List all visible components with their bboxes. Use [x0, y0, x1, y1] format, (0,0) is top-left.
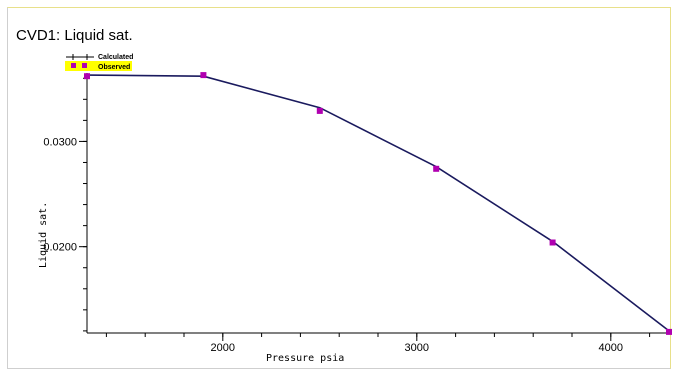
legend-observed-marker: [71, 63, 76, 68]
y-tick-label: 0.0300: [43, 136, 77, 148]
y-axis-ticks: 0.0200 0.0300: [43, 77, 87, 332]
x-axis-ticks: 2000 3000 4000: [105, 333, 651, 354]
chart-title: CVD1: Liquid sat.: [16, 27, 133, 44]
observed-point: [549, 239, 556, 246]
x-tick-label: 4000: [599, 342, 623, 354]
legend-observed-label: Observed: [98, 64, 130, 71]
legend: Calculated Observed: [65, 54, 133, 71]
legend-observed-highlight: [65, 61, 132, 71]
observed-point: [433, 165, 440, 172]
x-tick-label: 2000: [211, 342, 235, 354]
observed-point: [200, 72, 207, 79]
y-axis-label: Liquid sat.: [38, 202, 49, 268]
observed-point: [84, 73, 90, 80]
legend-observed-marker: [82, 63, 87, 68]
observed-point: [666, 328, 672, 335]
y-tick-label: 0.0200: [43, 242, 77, 254]
series-line-calculated: [86, 74, 670, 332]
observed-point: [316, 107, 323, 114]
series-layer: [84, 72, 672, 335]
legend-calculated-label: Calculated: [98, 54, 133, 61]
x-axis-label: Pressure psia: [266, 353, 344, 364]
x-tick-label: 3000: [405, 342, 429, 354]
